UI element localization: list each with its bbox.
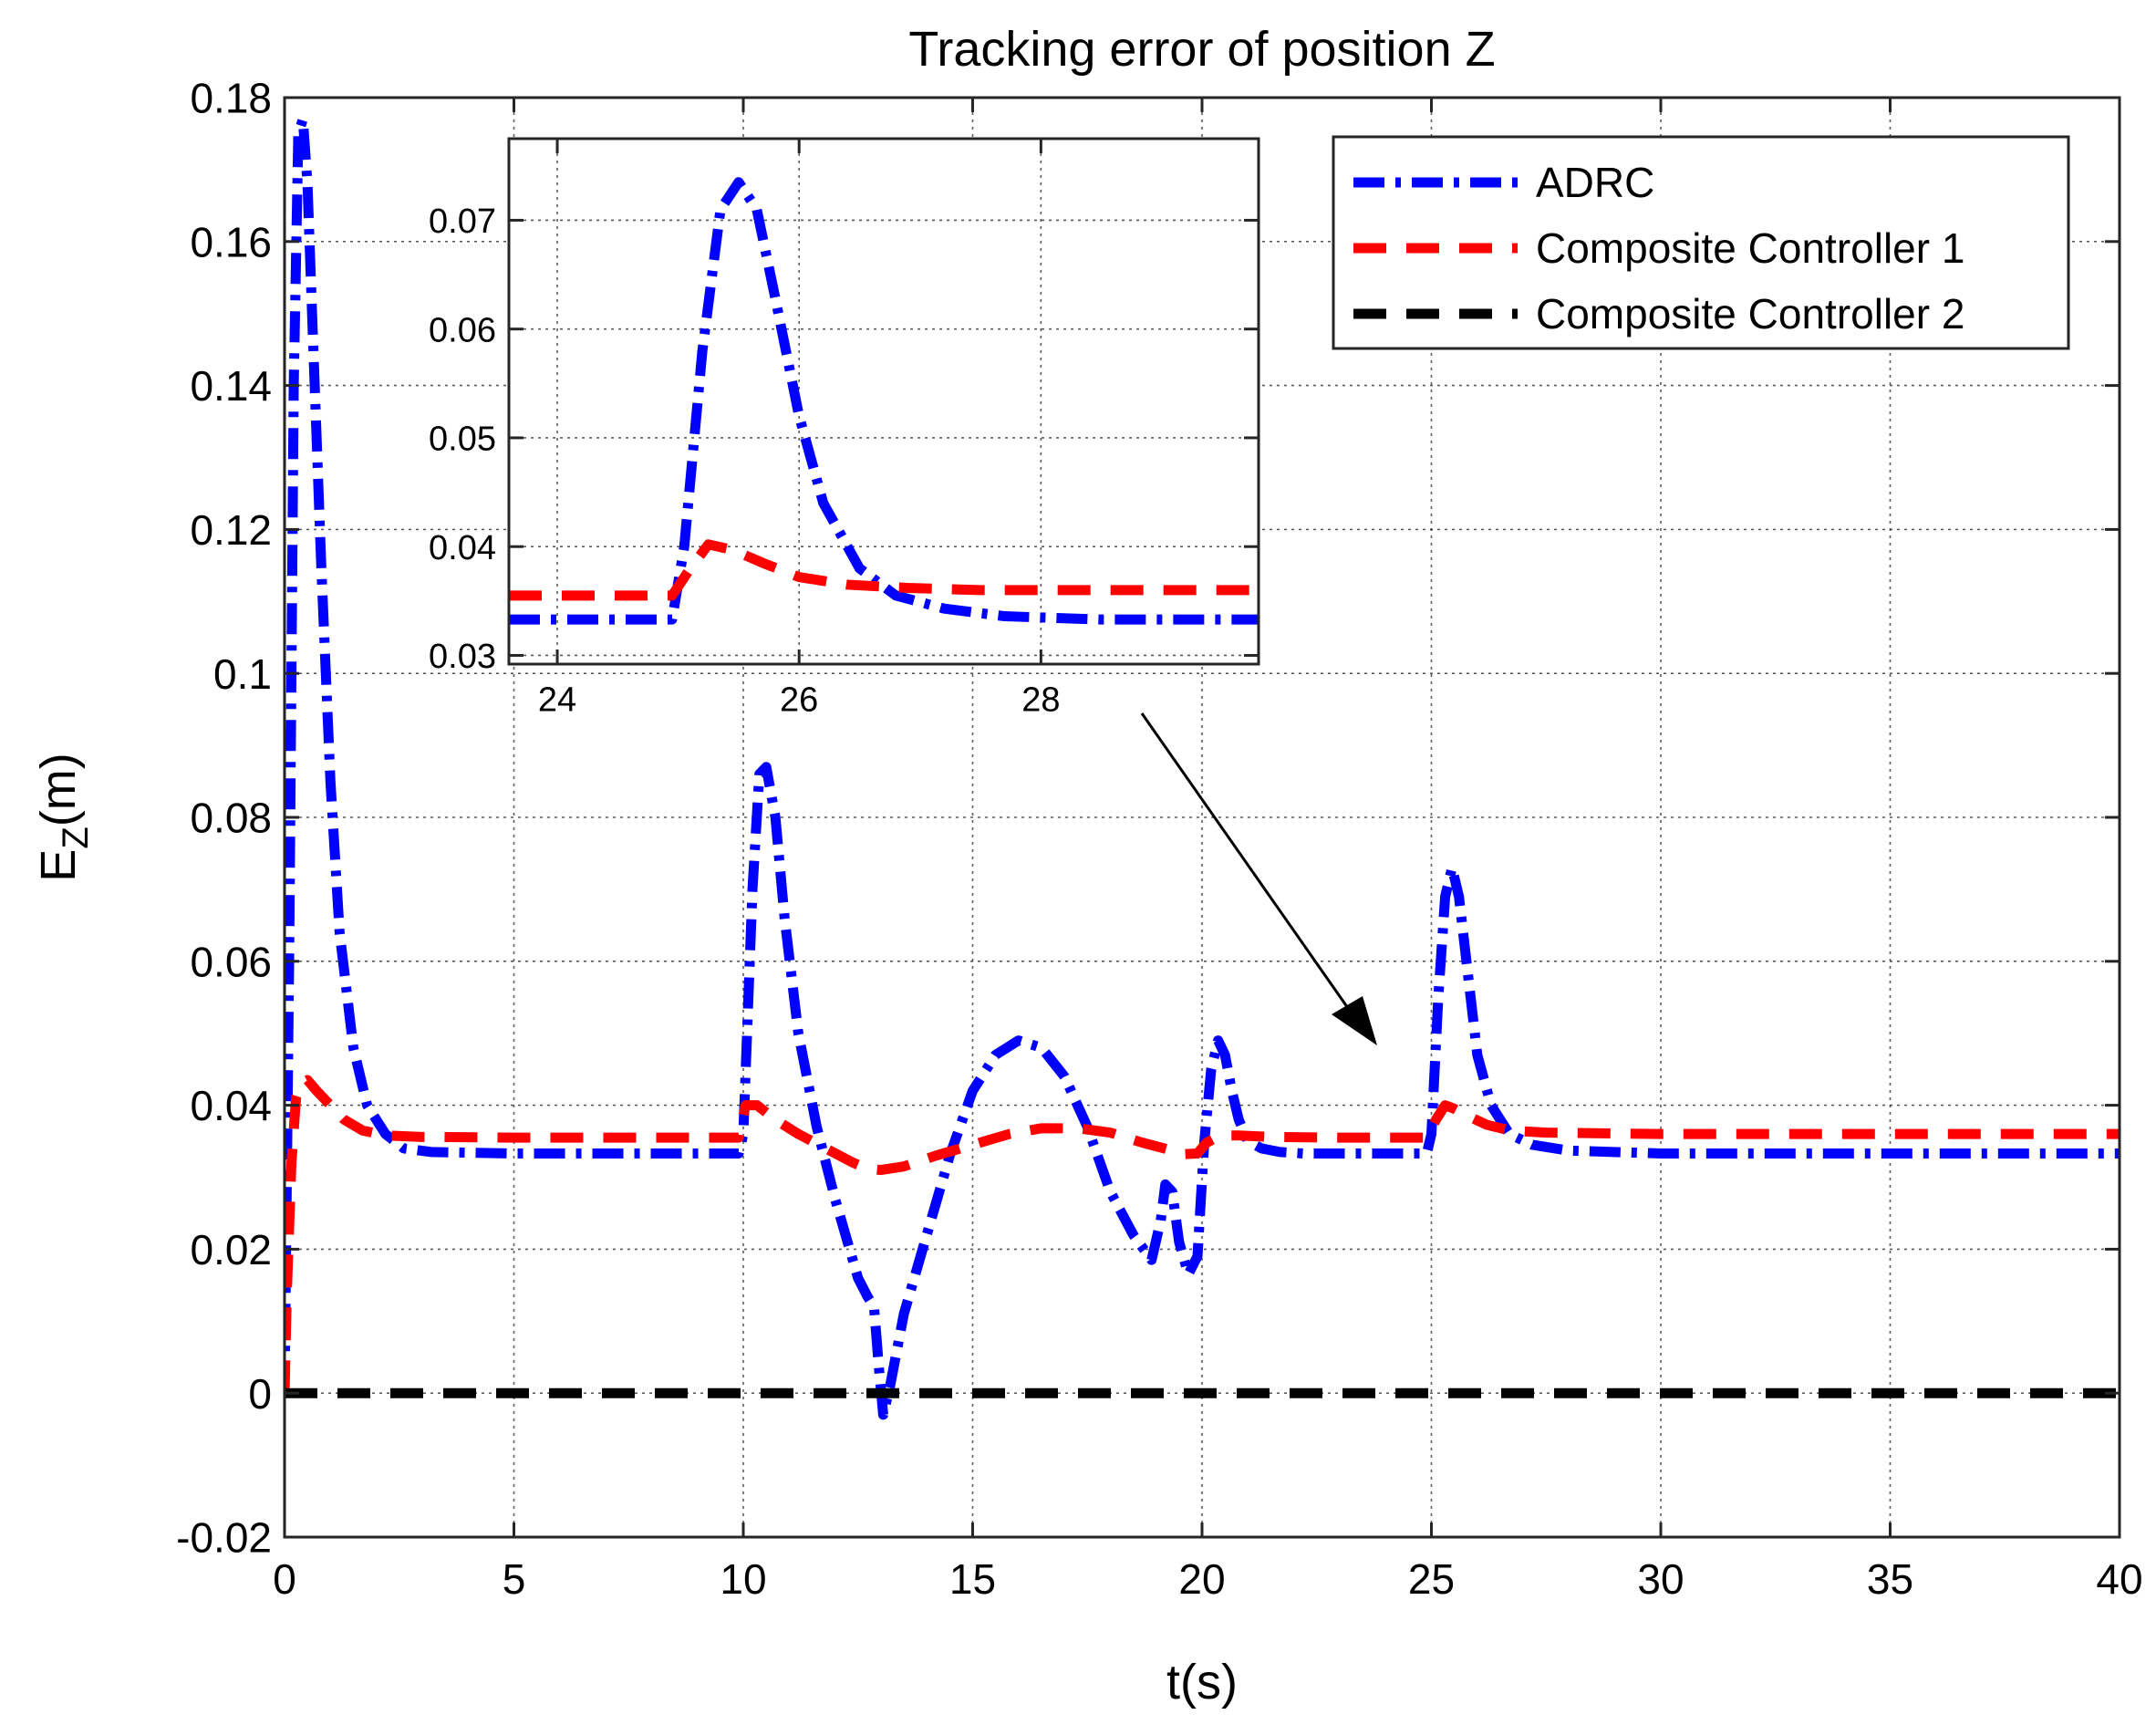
main-series-group: [285, 114, 2120, 1420]
main-y-tick-label: 0.16: [190, 218, 272, 265]
inset-y-tick-labels: 0.03 0.04 0.05 0.06 0.07: [429, 203, 496, 676]
main-y-tick-label: 0.02: [190, 1226, 272, 1273]
main-x-tick-label: 20: [1178, 1555, 1225, 1603]
inset-plot-area: [509, 139, 1259, 664]
main-x-tick-label: 0: [273, 1555, 296, 1603]
inset-tick-marks: [509, 139, 1259, 664]
main-y-tick-labels: -0.02 0 0.02 0.04 0.06 0.08 0.1 0.12 0.14 0.16 0.1…: [176, 75, 272, 1562]
inset-x-tick-label: 26: [780, 681, 818, 719]
annotation-arrow-head: [1332, 996, 1377, 1045]
inset-y-tick-label: 0.07: [429, 203, 496, 241]
main-series-line-1: [285, 1075, 2120, 1394]
inset-x-tick-label: 28: [1021, 681, 1060, 719]
svg-text:EZ(m): EZ(m): [31, 753, 96, 881]
inset-plot: 24 26 28 0.03 0.04 0.05 0.06 0.07: [429, 137, 1260, 719]
legend: ADRC Composite Controller 1 Composite Cont…: [1332, 135, 2070, 350]
inset-series-line-1: [509, 539, 1259, 601]
inset-series-line-0: [509, 177, 1259, 625]
main-x-tick-labels: 0 5 10 15 20 25 30 35 40: [273, 1555, 2142, 1603]
annotation-arrow-line: [1140, 712, 1364, 1030]
x-axis-label: t(s): [1166, 1655, 1238, 1709]
main-series-line-0: [285, 114, 2120, 1420]
y-axis-label: EZ(m): [31, 753, 96, 881]
y-axis-label-unit: (m): [31, 753, 86, 826]
inset-grid: [509, 139, 1259, 664]
legend-label-0: ADRC: [1536, 159, 1654, 206]
legend-label-1: Composite Controller 1: [1536, 224, 1964, 272]
main-plot-frame: [283, 96, 2121, 1539]
y-axis-label-main: E: [31, 849, 86, 882]
main-y-tick-label: 0.04: [190, 1082, 272, 1129]
inset-y-tick-label: 0.04: [429, 529, 496, 567]
main-y-tick-label: 0: [248, 1370, 272, 1418]
inset-x-tick-labels: 24 26 28: [538, 681, 1061, 719]
main-y-tick-label: 0.12: [190, 506, 272, 554]
main-y-tick-label: 0.08: [190, 795, 272, 842]
main-y-tick-label: 0.06: [190, 938, 272, 985]
inset-y-tick-label: 0.03: [429, 638, 496, 676]
main-x-tick-label: 40: [2096, 1555, 2142, 1603]
inset-y-tick-label: 0.05: [429, 421, 496, 459]
main-y-tick-label: 0.1: [213, 650, 272, 698]
inset-y-tick-label: 0.06: [429, 311, 496, 349]
main-x-tick-label: 30: [1637, 1555, 1684, 1603]
main-x-tick-label: 10: [720, 1555, 766, 1603]
inset-x-tick-label: 24: [538, 681, 576, 719]
legend-box: [1332, 135, 2070, 350]
y-axis-label-subscript: Z: [56, 826, 96, 848]
main-grid: [285, 98, 2120, 1537]
chart-title: Tracking error of position Z: [908, 22, 1495, 77]
main-x-tick-label: 25: [1408, 1555, 1455, 1603]
main-x-tick-label: 15: [949, 1555, 996, 1603]
main-x-tick-label: 35: [1867, 1555, 1913, 1603]
main-y-tick-label: 0.14: [190, 362, 272, 410]
legend-label-2: Composite Controller 2: [1536, 290, 1964, 338]
main-y-tick-label: 0.18: [190, 75, 272, 122]
main-y-tick-label: -0.02: [176, 1514, 272, 1562]
annotation-arrow: [1140, 712, 1377, 1045]
main-x-tick-label: 5: [503, 1555, 526, 1603]
inset-series-group: [509, 177, 1259, 625]
inset-plot-frame: [507, 137, 1260, 666]
